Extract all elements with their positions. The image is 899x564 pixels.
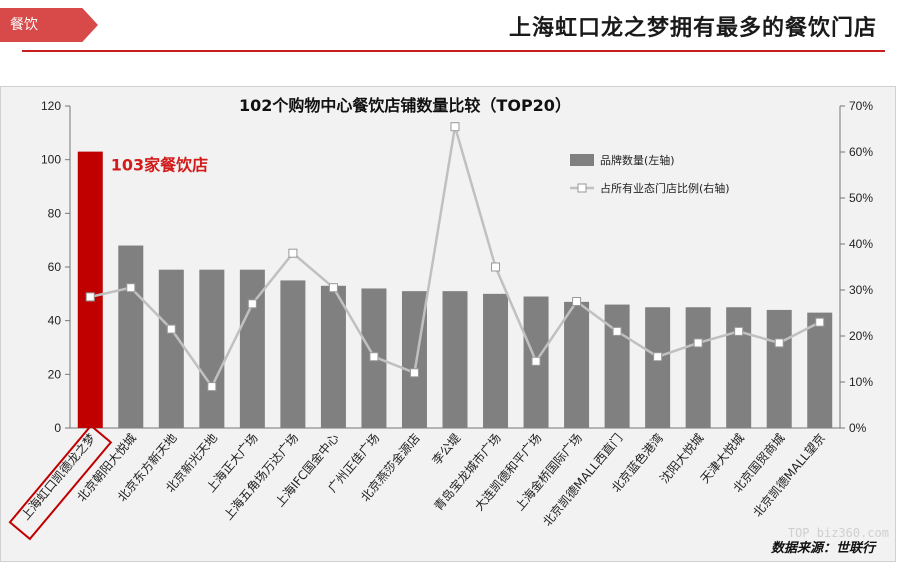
bar-14 <box>645 307 671 428</box>
bar-17 <box>766 309 792 428</box>
ratio-point-12 <box>572 297 582 306</box>
left-tick-label: 100 <box>41 153 61 167</box>
left-tick-label: 120 <box>41 99 61 113</box>
ratio-point-3 <box>207 382 217 392</box>
ratio-point-16 <box>734 326 744 336</box>
left-tick-label: 0 <box>54 421 61 435</box>
right-tick-label: 70% <box>849 99 873 113</box>
title-underline <box>22 50 885 52</box>
bar-16 <box>726 307 752 428</box>
bar-15 <box>685 307 711 428</box>
category-label-5: 上海五角场万达广场 <box>220 430 301 522</box>
bar-annotation: 103家餐饮店 <box>111 156 208 175</box>
category-label-18: 北京凯德MALL望京 <box>750 430 828 519</box>
right-tick-label: 0% <box>849 421 867 435</box>
legend-line-marker <box>577 183 587 193</box>
ratio-point-7 <box>369 352 379 362</box>
ratio-point-6 <box>328 283 338 293</box>
ratio-point-15 <box>693 338 703 348</box>
ratio-point-0 <box>85 292 95 302</box>
bar-10 <box>483 293 509 428</box>
watermark: TOP biz360.com <box>787 526 889 540</box>
bar-8 <box>401 291 427 428</box>
ratio-point-5 <box>288 248 298 258</box>
left-tick-label: 20 <box>48 367 62 381</box>
ratio-point-18 <box>815 317 825 327</box>
ratio-point-14 <box>653 352 663 362</box>
source-note: 数据来源：世联行 <box>770 541 875 556</box>
bar-2 <box>158 269 184 428</box>
bar-3 <box>199 269 225 428</box>
ratio-point-4 <box>247 299 257 309</box>
bar-6 <box>320 285 346 428</box>
right-tick-label: 30% <box>849 283 873 297</box>
category-label-0: 上海虹口凯德龙之梦 <box>18 430 99 522</box>
bar-9 <box>442 291 468 428</box>
bar-5 <box>280 280 306 428</box>
left-tick-label: 80 <box>48 206 62 220</box>
ratio-point-17 <box>774 338 784 348</box>
right-tick-label: 10% <box>849 375 873 389</box>
ratio-point-2 <box>166 324 176 334</box>
bar-1 <box>118 245 144 428</box>
bar-4 <box>239 269 265 428</box>
right-tick-label: 40% <box>849 237 873 251</box>
legend-bar-swatch <box>570 154 594 166</box>
right-tick-label: 50% <box>849 191 873 205</box>
ratio-point-10 <box>491 262 501 272</box>
ratio-point-1 <box>126 283 136 293</box>
ratio-point-13 <box>612 326 622 336</box>
right-tick-label: 60% <box>849 145 873 159</box>
category-label-13: 北京凯德MALL西直门 <box>539 430 625 528</box>
ratio-point-11 <box>531 356 541 366</box>
bar-0 <box>77 151 103 428</box>
page-title: 上海虹口龙之梦拥有最多的餐饮门店 <box>508 16 877 41</box>
right-tick-label: 20% <box>849 329 873 343</box>
section-tag: 餐饮 <box>0 8 98 42</box>
legend-line-label: 占所有业态门店比例(右轴) <box>600 181 730 195</box>
bar-18 <box>807 312 833 428</box>
ratio-point-8 <box>409 368 419 378</box>
category-label-9: 李公堤 <box>429 430 464 467</box>
ratio-point-9 <box>450 122 460 132</box>
chart-title: 102个购物中心餐饮店铺数量比较（TOP20） <box>239 96 571 115</box>
left-tick-label: 40 <box>48 314 62 328</box>
legend-bar-label: 品牌数量(左轴) <box>600 153 675 167</box>
left-tick-label: 60 <box>48 260 62 274</box>
bar-12 <box>564 301 590 428</box>
bar-13 <box>604 304 630 428</box>
highlight-box <box>8 424 113 541</box>
